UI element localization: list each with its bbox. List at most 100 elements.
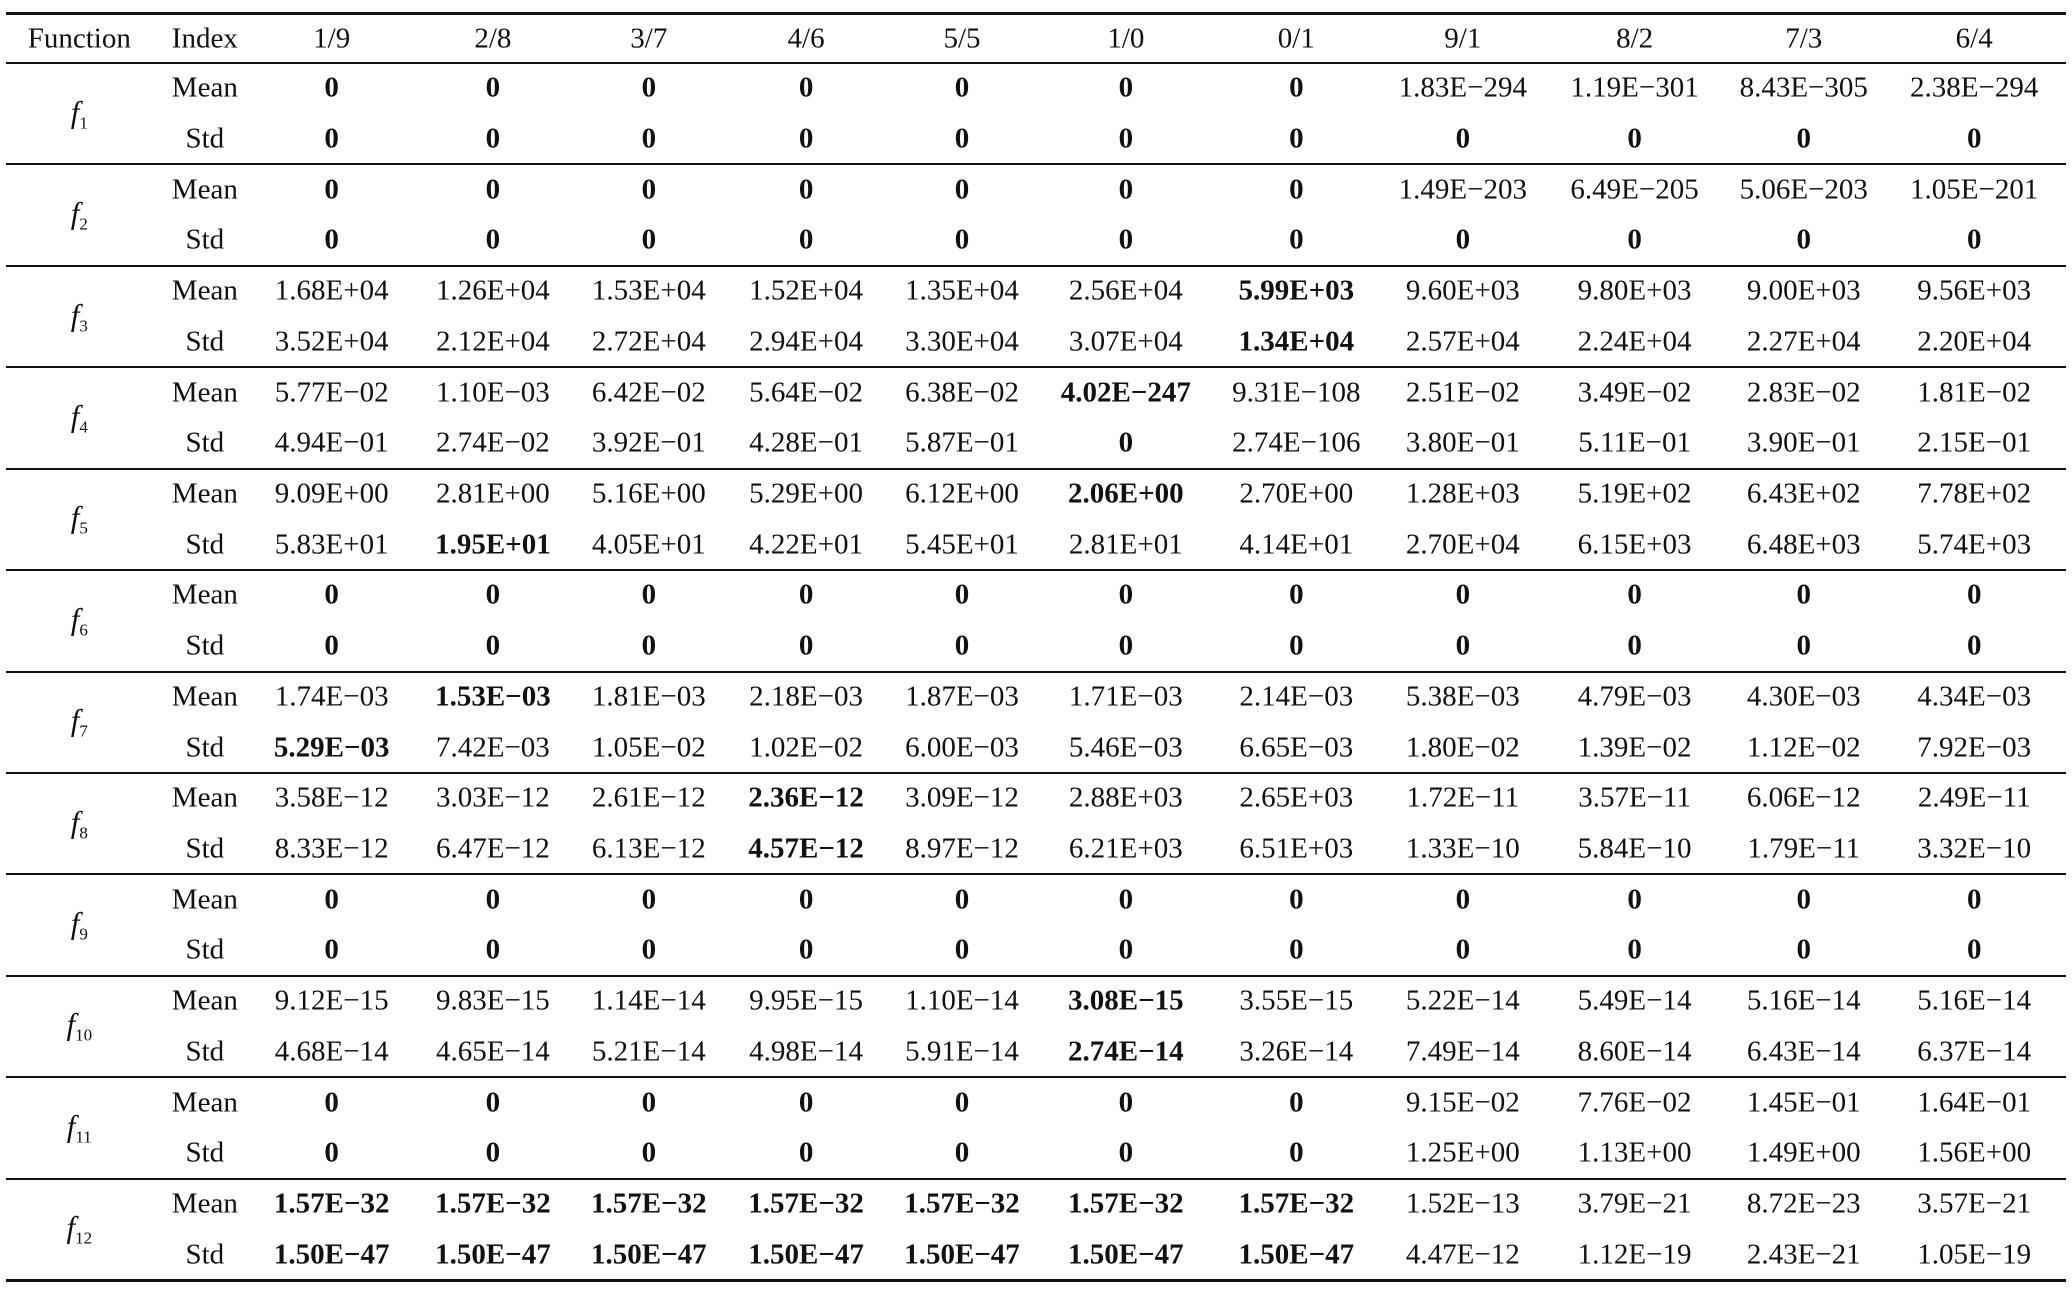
function-symbol: f — [70, 94, 80, 130]
value-cell: 0 — [641, 1086, 657, 1119]
value-cell: 0 — [954, 883, 970, 916]
value-cell: 2.49E−11 — [1917, 781, 2031, 814]
value-cell: 8.72E−23 — [1746, 1187, 1861, 1220]
value-cell: 0 — [1118, 223, 1134, 256]
table-rule — [6, 1177, 2066, 1180]
value-cell: 0 — [1118, 1086, 1134, 1119]
value-cell: 5.99E+03 — [1238, 274, 1355, 307]
table-rule — [6, 974, 2066, 977]
value-cell: 1.05E−201 — [1910, 173, 2039, 206]
value-cell: 8.60E−14 — [1577, 1035, 1692, 1068]
value-cell: 2.81E+00 — [435, 477, 550, 510]
value-cell: 0 — [1966, 122, 1982, 155]
function-label: f5 — [71, 502, 88, 537]
value-cell: 0 — [1118, 883, 1134, 916]
value-cell: 0 — [485, 223, 501, 256]
value-cell: 0 — [1627, 883, 1642, 916]
value-cell: 5.38E−03 — [1405, 680, 1520, 713]
index-label: Std — [185, 122, 225, 155]
value-cell: 0 — [954, 1086, 970, 1119]
value-cell: 1.57E−32 — [1238, 1187, 1355, 1220]
function-label: f1 — [71, 96, 88, 131]
value-cell: 0 — [1966, 223, 1982, 256]
value-cell: 4.98E−14 — [749, 1035, 863, 1068]
value-cell: 5.16E+00 — [591, 477, 706, 510]
index-label: Mean — [171, 578, 238, 611]
value-cell: 0 — [1796, 122, 1812, 155]
value-cell: 0 — [1118, 933, 1134, 966]
value-cell: 5.21E−14 — [591, 1035, 706, 1068]
value-cell: 1.49E+00 — [1746, 1136, 1861, 1169]
value-cell: 7.78E+02 — [1917, 477, 2032, 510]
value-cell: 0 — [1118, 578, 1134, 611]
column-header: 5/5 — [943, 22, 981, 55]
index-label: Std — [185, 223, 225, 256]
value-cell: 1.12E−19 — [1577, 1238, 1692, 1271]
index-label: Std — [185, 629, 225, 662]
value-cell: 0 — [798, 71, 814, 104]
value-cell: 0 — [1118, 71, 1134, 104]
value-cell: 5.84E−10 — [1577, 832, 1692, 865]
value-cell: 1.50E−47 — [273, 1238, 390, 1271]
value-cell: 1.64E−01 — [1917, 1086, 2032, 1119]
value-cell: 1.71E−03 — [1068, 680, 1183, 713]
value-cell: 2.81E+01 — [1068, 528, 1183, 561]
function-symbol: f — [70, 601, 80, 637]
function-label: f2 — [71, 198, 88, 233]
index-label: Std — [185, 1136, 225, 1169]
value-cell: 1.10E−14 — [905, 984, 1019, 1017]
value-cell: 1.50E−47 — [748, 1238, 864, 1271]
value-cell: 4.22E+01 — [749, 528, 863, 561]
value-cell: 3.32E−10 — [1917, 832, 2032, 865]
table-rule — [6, 12, 2066, 15]
column-header: Index — [171, 22, 238, 55]
value-cell: 0 — [1796, 578, 1812, 611]
value-cell: 0 — [1289, 883, 1304, 916]
value-cell: 0 — [1455, 629, 1471, 662]
value-cell: 4.28E−01 — [749, 426, 863, 459]
value-cell: 0 — [1796, 933, 1812, 966]
value-cell: 6.49E−205 — [1570, 173, 1699, 206]
value-cell: 3.57E−11 — [1578, 781, 1691, 814]
index-label: Std — [185, 528, 225, 561]
value-cell: 3.52E+04 — [274, 325, 389, 358]
value-cell: 2.83E−02 — [1746, 376, 1861, 409]
column-header: 6/4 — [1955, 22, 1993, 55]
function-subscript: 4 — [79, 417, 88, 437]
value-cell: 1.81E−02 — [1917, 376, 2032, 409]
value-cell: 0 — [1455, 578, 1471, 611]
value-cell: 0 — [485, 578, 501, 611]
function-label: f3 — [71, 299, 88, 334]
value-cell: 1.57E−32 — [435, 1187, 551, 1220]
function-subscript: 9 — [79, 924, 88, 944]
value-cell: 2.56E+04 — [1068, 274, 1183, 307]
value-cell: 1.57E−32 — [1068, 1187, 1184, 1220]
table-rule — [6, 1076, 2066, 1079]
value-cell: 0 — [954, 1136, 970, 1169]
value-cell: 5.91E−14 — [905, 1035, 1019, 1068]
value-cell: 2.12E+04 — [435, 325, 550, 358]
value-cell: 4.47E−12 — [1405, 1238, 1520, 1271]
value-cell: 1.52E−13 — [1405, 1187, 1520, 1220]
value-cell: 1.53E+04 — [591, 274, 706, 307]
value-cell: 1.10E−03 — [435, 376, 550, 409]
value-cell: 1.39E−02 — [1577, 731, 1692, 764]
index-label: Mean — [171, 680, 238, 713]
column-header: 1/9 — [313, 22, 351, 55]
column-header: 8/2 — [1616, 22, 1654, 55]
value-cell: 1.50E−47 — [1068, 1238, 1184, 1271]
value-cell: 0 — [1966, 883, 1982, 916]
column-header: 0/1 — [1277, 22, 1315, 55]
value-cell: 3.30E+04 — [905, 325, 1019, 358]
index-label: Mean — [171, 274, 238, 307]
function-subscript: 1 — [79, 113, 88, 133]
column-header: 2/8 — [474, 22, 512, 55]
value-cell: 1.45E−01 — [1746, 1086, 1861, 1119]
value-cell: 1.79E−11 — [1747, 832, 1861, 865]
value-cell: 0 — [485, 1136, 501, 1169]
value-cell: 1.72E−11 — [1406, 781, 1520, 814]
value-cell: 0 — [954, 71, 970, 104]
value-cell: 9.60E+03 — [1405, 274, 1520, 307]
value-cell: 3.57E−21 — [1917, 1187, 2032, 1220]
table-rule — [6, 264, 2066, 267]
